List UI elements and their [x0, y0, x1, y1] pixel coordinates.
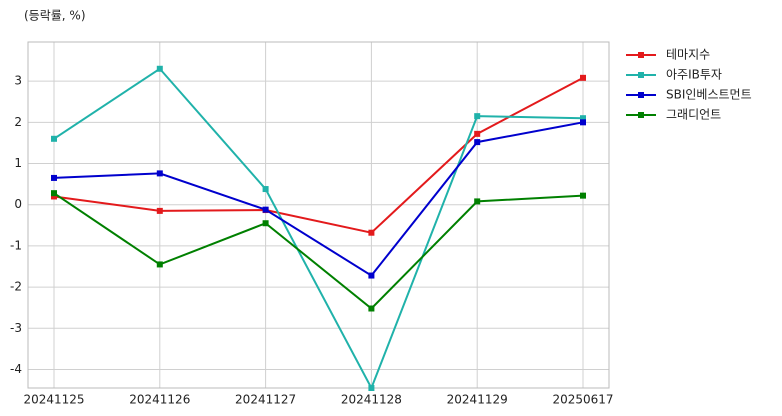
- point: [474, 130, 481, 137]
- plot-frame: [27, 41, 610, 389]
- point: [262, 206, 269, 213]
- y-tick-label: -1: [10, 238, 22, 252]
- point: [51, 193, 57, 200]
- point: [368, 229, 375, 236]
- x-tick-label: 20250617: [552, 393, 613, 407]
- series-line: [53, 76, 584, 234]
- point: [580, 192, 586, 199]
- legend-label: 그래디언트: [666, 108, 721, 122]
- y-tick-label: -4: [10, 362, 22, 376]
- legend-label: 테마지수: [666, 48, 710, 62]
- x-tick-label: 20241128: [341, 393, 402, 407]
- point: [51, 190, 57, 197]
- point: [474, 113, 481, 120]
- series-line: [53, 192, 584, 310]
- y-tick-label: -3: [10, 321, 22, 335]
- x-tick-label: 20241126: [129, 393, 190, 407]
- point: [368, 305, 375, 312]
- y-tick-label: 3: [14, 74, 22, 88]
- point: [580, 115, 586, 122]
- point: [156, 261, 163, 268]
- series-line: [53, 121, 584, 277]
- point: [156, 170, 163, 177]
- point: [474, 198, 481, 205]
- point: [156, 207, 163, 214]
- point: [368, 385, 375, 391]
- point: [368, 272, 375, 279]
- x-tick-label: 20241125: [23, 393, 84, 407]
- point: [474, 139, 481, 146]
- x-tick-label: 20241129: [447, 393, 508, 407]
- point: [51, 135, 57, 142]
- legend-marker: [638, 112, 644, 118]
- legend-label: SBI인베스트먼트: [666, 88, 752, 102]
- unit-note: (등락률, %): [24, 9, 86, 23]
- legend-marker: [638, 52, 644, 58]
- legend-label: 아주IB투자: [666, 68, 722, 82]
- x-tick-label: 20241127: [235, 393, 296, 407]
- y-tick-label: 2: [14, 115, 22, 129]
- series-line: [53, 67, 584, 391]
- point: [262, 220, 269, 227]
- point: [156, 65, 163, 72]
- point: [580, 119, 586, 126]
- point: [580, 74, 586, 81]
- point: [262, 186, 269, 193]
- y-tick-label: -2: [10, 280, 22, 294]
- point: [51, 174, 57, 181]
- legend-marker: [638, 72, 644, 78]
- y-tick-label: 0: [14, 197, 22, 211]
- legend-marker: [638, 92, 644, 98]
- y-tick-label: 1: [14, 156, 22, 170]
